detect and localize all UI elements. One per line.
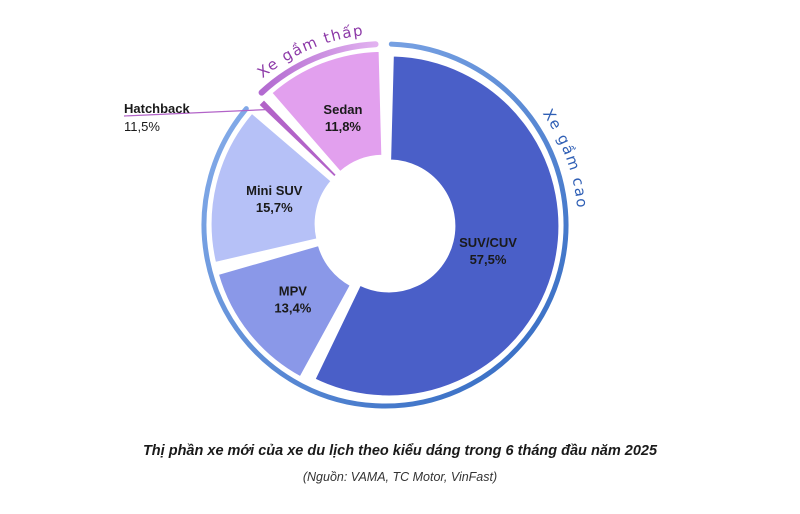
hatchback-value-label: 11,5% [124, 119, 160, 134]
outer-ring-low-clearance [258, 41, 379, 96]
slice-mini-suv [210, 112, 332, 263]
slice-name-label: MPV [279, 284, 308, 299]
chart-title: Thị phần xe mới của xe du lịch theo kiểu… [142, 443, 658, 459]
outer-ring-high-clearance [201, 41, 569, 409]
slice-suv-cuv [314, 55, 560, 397]
slice-value-label: 13,4% [274, 301, 311, 316]
slice-name-label: SUV/CUV [459, 235, 517, 250]
slice-name-label: Mini SUV [246, 183, 303, 198]
hatchback-name-label: Hatchback [124, 101, 191, 116]
hatchback-leader-line [123, 108, 269, 117]
slice-value-label: 15,7% [256, 200, 293, 215]
chart-source: (Nguồn: VAMA, TC Motor, VinFast) [302, 470, 498, 484]
slice-name-label: Sedan [323, 102, 362, 117]
slice-value-label: 57,5% [470, 252, 507, 267]
slice-sedan [271, 50, 383, 173]
slice-hatchback [258, 99, 338, 178]
slice-mpv [217, 245, 351, 378]
slice-value-label: 11,8% [325, 119, 362, 134]
slice-labels: SUV/CUV 57,5% MPV 13,4% Mini SUV 15,7% Sedan 11… [246, 102, 517, 316]
slices [210, 50, 560, 397]
